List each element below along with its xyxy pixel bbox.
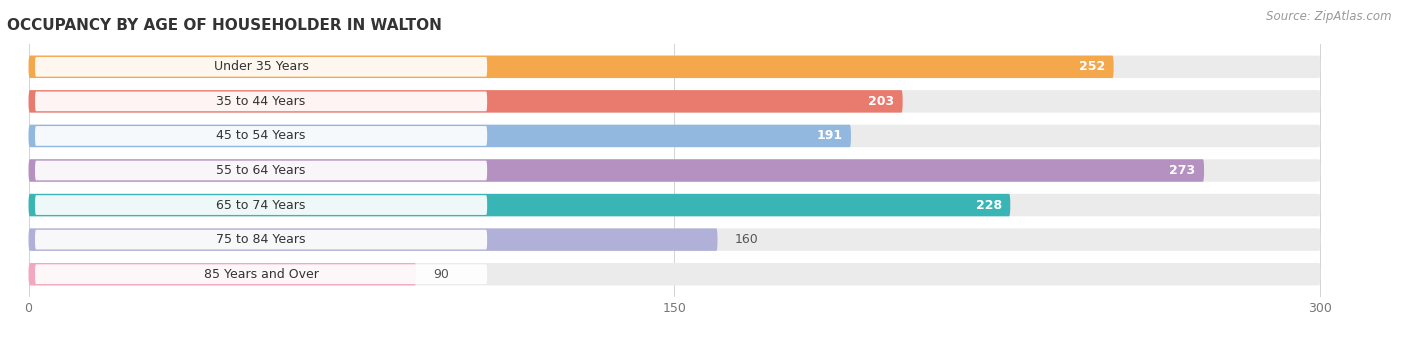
Text: 85 Years and Over: 85 Years and Over <box>204 268 319 281</box>
FancyBboxPatch shape <box>28 228 717 251</box>
FancyBboxPatch shape <box>28 125 1320 147</box>
Text: OCCUPANCY BY AGE OF HOUSEHOLDER IN WALTON: OCCUPANCY BY AGE OF HOUSEHOLDER IN WALTO… <box>7 18 441 33</box>
FancyBboxPatch shape <box>35 195 486 215</box>
Text: 203: 203 <box>868 95 894 108</box>
FancyBboxPatch shape <box>35 161 486 180</box>
Text: 45 to 54 Years: 45 to 54 Years <box>217 130 305 143</box>
Text: Under 35 Years: Under 35 Years <box>214 60 308 73</box>
FancyBboxPatch shape <box>28 194 1320 216</box>
FancyBboxPatch shape <box>28 90 903 113</box>
FancyBboxPatch shape <box>28 90 1320 113</box>
FancyBboxPatch shape <box>28 56 1320 78</box>
Text: 35 to 44 Years: 35 to 44 Years <box>217 95 305 108</box>
FancyBboxPatch shape <box>28 159 1204 182</box>
Text: Source: ZipAtlas.com: Source: ZipAtlas.com <box>1267 10 1392 23</box>
FancyBboxPatch shape <box>28 125 851 147</box>
Text: 55 to 64 Years: 55 to 64 Years <box>217 164 305 177</box>
FancyBboxPatch shape <box>35 57 486 77</box>
Text: 65 to 74 Years: 65 to 74 Years <box>217 198 305 211</box>
FancyBboxPatch shape <box>35 91 486 111</box>
Text: 90: 90 <box>433 268 449 281</box>
Text: 75 to 84 Years: 75 to 84 Years <box>217 233 307 246</box>
FancyBboxPatch shape <box>28 263 1320 285</box>
FancyBboxPatch shape <box>35 264 486 284</box>
FancyBboxPatch shape <box>28 228 1320 251</box>
Text: 228: 228 <box>976 198 1001 211</box>
Text: 191: 191 <box>817 130 842 143</box>
FancyBboxPatch shape <box>28 56 1114 78</box>
FancyBboxPatch shape <box>28 194 1011 216</box>
FancyBboxPatch shape <box>35 126 486 146</box>
FancyBboxPatch shape <box>35 230 486 250</box>
FancyBboxPatch shape <box>28 263 416 285</box>
Text: 252: 252 <box>1078 60 1105 73</box>
Text: 273: 273 <box>1170 164 1195 177</box>
FancyBboxPatch shape <box>28 159 1320 182</box>
Text: 160: 160 <box>735 233 758 246</box>
